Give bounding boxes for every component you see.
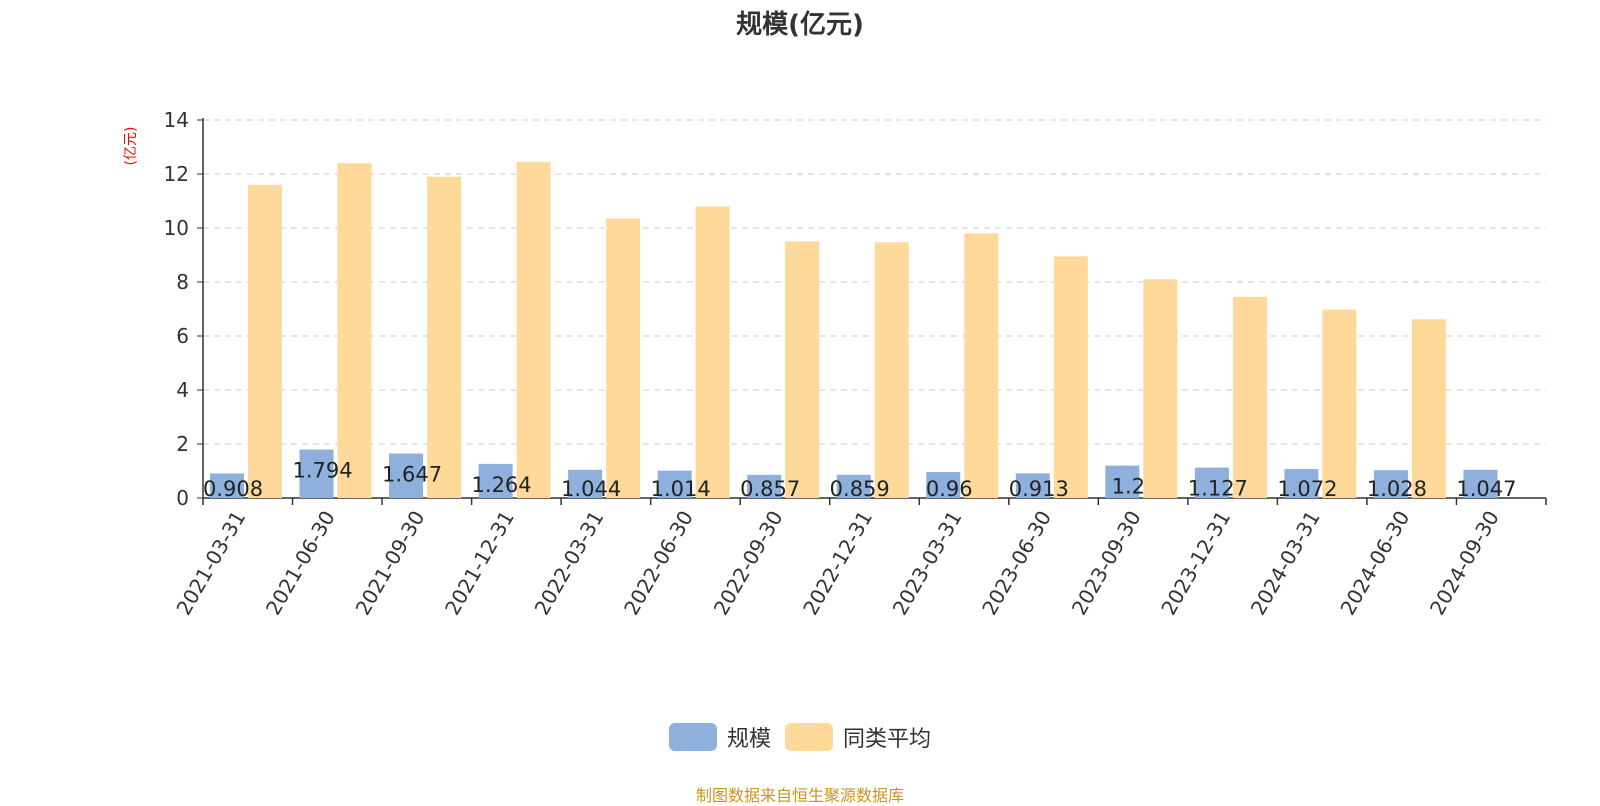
data-label-scale: 0.96 bbox=[926, 477, 973, 501]
bar-scale bbox=[1373, 470, 1408, 498]
bar-peer-average bbox=[785, 241, 820, 498]
x-tick-label: 2024-03-31 bbox=[1246, 507, 1325, 620]
data-label-scale: 0.859 bbox=[830, 477, 890, 501]
legend-label-scale: 规模 bbox=[726, 727, 771, 752]
bar-peer-average bbox=[427, 176, 462, 498]
bar-scale bbox=[1105, 465, 1140, 498]
y-tick-label: 14 bbox=[164, 108, 189, 132]
bar-peer-average bbox=[874, 242, 909, 498]
data-label-scale: 1.647 bbox=[382, 463, 442, 487]
bar-peer-average bbox=[1411, 319, 1446, 498]
bar-chart: 0 2 4 6 8 10 12 14 0.908 2021-03-31 1.794 2021-06-3… bbox=[164, 108, 1547, 620]
legend-item-scale[interactable]: 规模 bbox=[668, 721, 771, 753]
data-label-scale: 0.857 bbox=[740, 477, 800, 501]
data-label-scale: 1.014 bbox=[651, 477, 711, 501]
x-tick-label: 2022-12-31 bbox=[798, 507, 877, 620]
x-tick-label: 2022-03-31 bbox=[530, 507, 609, 620]
data-label-scale: 0.908 bbox=[203, 477, 263, 501]
chart-title: 规模(亿元) bbox=[736, 10, 864, 40]
bar-scale bbox=[1463, 469, 1498, 498]
data-label-scale: 1.072 bbox=[1277, 477, 1337, 501]
legend-swatch-peer-average bbox=[785, 723, 833, 751]
bar-peer-average bbox=[1322, 309, 1357, 498]
data-label-scale: 1.2 bbox=[1112, 475, 1145, 499]
x-tick-label: 2021-12-31 bbox=[440, 507, 519, 620]
x-tick-label: 2023-06-30 bbox=[977, 507, 1056, 620]
x-tick-label: 2021-06-30 bbox=[261, 507, 340, 620]
data-label-scale: 1.264 bbox=[472, 473, 532, 497]
bar-peer-average bbox=[1053, 256, 1088, 498]
x-tick-label: 2023-03-31 bbox=[888, 507, 967, 620]
x-tick-label: 2023-09-30 bbox=[1067, 507, 1146, 620]
x-tick-label: 2024-06-30 bbox=[1335, 507, 1414, 620]
bar-scale bbox=[299, 449, 334, 498]
data-label-scale: 1.127 bbox=[1188, 477, 1248, 501]
x-tick-label: 2022-09-30 bbox=[709, 507, 788, 620]
bar-scale bbox=[926, 472, 961, 498]
bar-scale bbox=[389, 453, 424, 498]
y-tick-label: 10 bbox=[164, 216, 189, 240]
bar-scale bbox=[210, 473, 244, 498]
bar-peer-average bbox=[337, 163, 372, 498]
bar-peer-average bbox=[248, 184, 282, 499]
legend-swatch-scale bbox=[668, 723, 717, 751]
data-label-scale: 1.794 bbox=[292, 459, 352, 483]
y-tick-label: 0 bbox=[176, 486, 189, 510]
x-tick-label: 2021-09-30 bbox=[350, 507, 429, 620]
bar-scale bbox=[747, 474, 782, 498]
bar-scale bbox=[478, 463, 513, 498]
y-tick-label: 2 bbox=[176, 432, 189, 456]
legend-item-peer-average[interactable]: 同类平均 bbox=[785, 721, 931, 753]
data-label-scale: 1.047 bbox=[1456, 477, 1516, 501]
bar-scale bbox=[1284, 469, 1319, 498]
x-tick-label: 2024-09-30 bbox=[1425, 507, 1504, 620]
bar-scale bbox=[568, 469, 603, 498]
data-label-scale: 1.028 bbox=[1367, 477, 1427, 501]
bar-peer-average bbox=[516, 161, 551, 498]
bar-peer-average bbox=[606, 218, 641, 499]
bar-scale bbox=[657, 470, 692, 498]
bar-peer-average bbox=[1143, 279, 1178, 498]
bar-scale bbox=[836, 474, 871, 498]
bar-scale bbox=[1194, 467, 1229, 498]
y-tick-label: 4 bbox=[176, 378, 189, 402]
bar-scale bbox=[1015, 473, 1050, 498]
x-tick-label: 2021-03-31 bbox=[171, 507, 250, 620]
y-tick-label: 8 bbox=[176, 270, 189, 294]
legend-label-peer-average: 同类平均 bbox=[843, 727, 932, 752]
bar-peer-average bbox=[964, 233, 999, 498]
y-tick-label: 6 bbox=[176, 324, 189, 348]
bar-peer-average bbox=[695, 206, 730, 498]
y-tick-label: 12 bbox=[164, 162, 189, 186]
bar-peer-average bbox=[1232, 296, 1267, 498]
data-source-note: 制图数据来自恒生聚源数据库 bbox=[695, 786, 904, 805]
legend: 规模 同类平均 bbox=[0, 721, 1600, 753]
data-label-scale: 1.044 bbox=[561, 477, 621, 501]
data-label-scale: 0.913 bbox=[1009, 477, 1069, 501]
x-tick-label: 2023-12-31 bbox=[1156, 507, 1235, 620]
x-tick-label: 2022-06-30 bbox=[619, 507, 698, 620]
